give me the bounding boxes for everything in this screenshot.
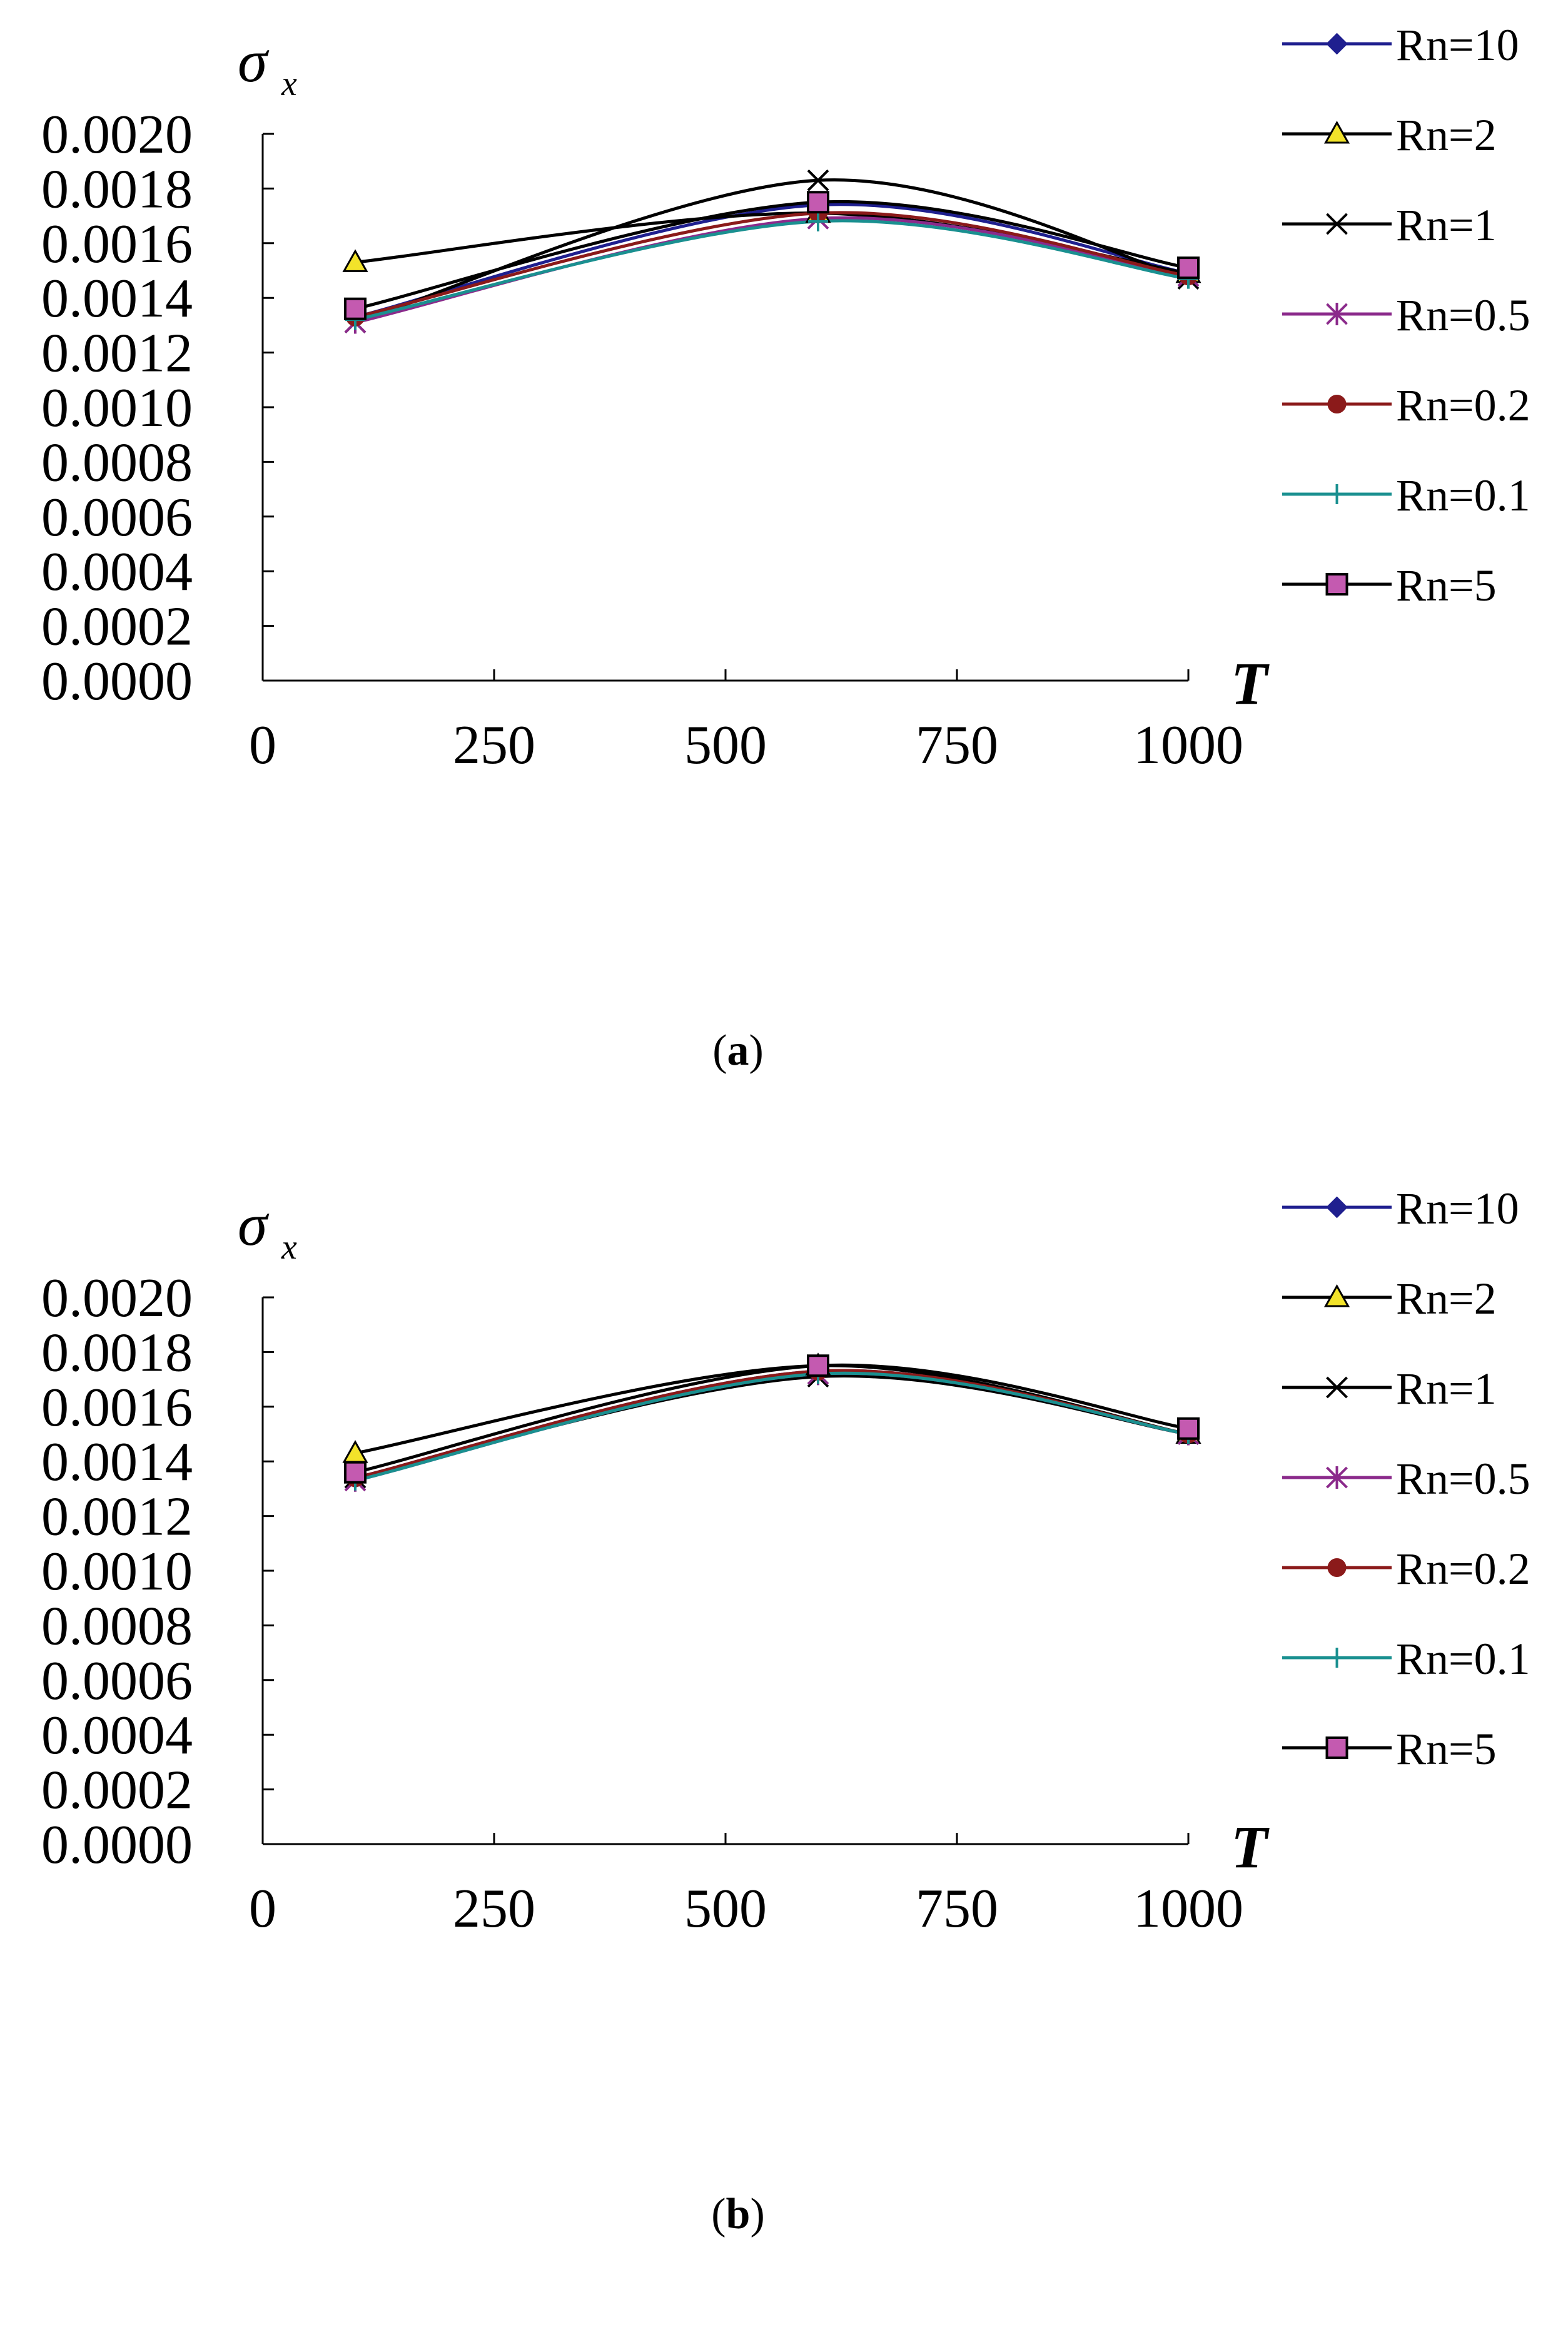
y-tick-label: 0.0020 [41,1268,193,1329]
legend-marker [1323,120,1350,144]
data-point [807,169,829,191]
y-axis-label-subscript: x [281,1228,297,1267]
legend-label: Rn=2 [1396,110,1497,160]
legend-label: Rn=0.5 [1396,1454,1530,1504]
line-chart-a: 0.00000.00020.00040.00060.00080.00100.00… [41,20,1530,776]
legend-marker [1327,484,1347,504]
y-tick-label: 0.0014 [41,268,193,329]
y-axis-label-subscript: x [281,64,297,103]
x-tick-label: 500 [684,1878,767,1939]
legend-marker [1326,33,1348,55]
legend-marker [1327,1558,1347,1577]
y-tick-label: 0.0010 [41,1541,193,1602]
legend-marker [1327,395,1347,413]
legend-label: Rn=10 [1396,1184,1519,1234]
y-tick-label: 0.0010 [41,378,193,439]
x-tick-label: 750 [916,1878,998,1939]
legend-label: Rn=0.2 [1396,1544,1530,1594]
y-tick-label: 0.0016 [41,214,193,275]
series-line [355,1371,1189,1483]
legend-label: Rn=0.1 [1396,1634,1530,1684]
legend-marker [1323,1284,1350,1307]
legend-label: Rn=10 [1396,20,1519,70]
series-line [355,1374,1189,1479]
x-tick-label: 250 [453,1878,535,1939]
legend-marker [1325,573,1348,596]
x-tick-label: 500 [684,715,767,776]
y-tick-label: 0.0008 [41,432,193,493]
legend-marker [1326,1376,1348,1399]
y-tick-label: 0.0004 [41,542,193,602]
y-axis-label: σ [238,1191,270,1258]
legend-label: Rn=0.1 [1396,470,1530,520]
x-tick-label: 750 [916,715,998,776]
legend-label: Rn=2 [1396,1274,1497,1324]
legend-label: Rn=0.2 [1396,380,1530,430]
y-tick-label: 0.0014 [41,1432,193,1493]
data-point [807,1354,829,1377]
legend-marker [1327,1648,1347,1668]
legend-marker [1326,1466,1348,1489]
y-tick-label: 0.0002 [41,597,193,657]
data-point [342,249,368,272]
legend-marker [1326,213,1348,235]
data-point [808,211,828,231]
chart-panel-a: 0.0000 0.0002 0.0004 0.0006 0.0008 0.0010 0.00… [41,20,1530,1075]
y-tick-label: 0.0004 [41,1705,193,1766]
legend-label: Rn=5 [1396,560,1497,611]
y-tick-label: 0.0006 [41,1651,193,1711]
legend-label: Rn=5 [1396,1724,1497,1774]
y-tick-label: 0.0018 [41,159,193,220]
legend-marker [1325,1736,1348,1759]
x-tick-label: 0 [249,1878,276,1939]
legend-label: Rn=0.5 [1396,290,1530,340]
legend-label: Rn=1 [1396,1364,1497,1414]
x-tick-label: 1000 [1133,1878,1243,1939]
data-point [344,1461,367,1484]
y-tick-label: 0.0000 [41,651,193,712]
series-line [355,1371,1189,1483]
x-tick-label: 0 [249,715,276,776]
legend-marker [1326,303,1348,325]
legend-label: Rn=1 [1396,200,1497,250]
y-tick-label: 0.0002 [41,1760,193,1821]
x-tick-label: 250 [453,715,535,776]
x-tick-label: 1000 [1133,715,1243,776]
line-chart-b: 0.00000.00020.00040.00060.00080.00100.00… [41,1184,1530,1939]
data-point [1177,256,1200,280]
legend-marker [1326,1196,1348,1219]
y-tick-label: 0.0020 [41,104,193,165]
caption-a: (a) [712,1027,764,1075]
x-axis-label: T [1231,1813,1270,1880]
data-point [1177,1417,1200,1440]
caption-b: (b) [711,2190,765,2238]
y-tick-label: 0.0012 [41,1487,193,1548]
y-tick-label: 0.0000 [41,1815,193,1875]
series-line [355,203,1189,319]
y-tick-label: 0.0016 [41,1377,193,1438]
y-tick-label: 0.0018 [41,1322,193,1383]
data-point [344,297,367,320]
chart-panel-b: 0.0000 0.0002 0.0004 0.0006 0.0008 0.0010 0.00… [0,1164,1568,2327]
y-axis-label: σ [238,28,270,94]
y-tick-label: 0.0006 [41,487,193,548]
x-axis-label: T [1231,650,1270,717]
series-line [355,211,1189,319]
data-point [807,191,829,214]
y-tick-label: 0.0008 [41,1596,193,1656]
y-tick-label: 0.0012 [41,323,193,384]
